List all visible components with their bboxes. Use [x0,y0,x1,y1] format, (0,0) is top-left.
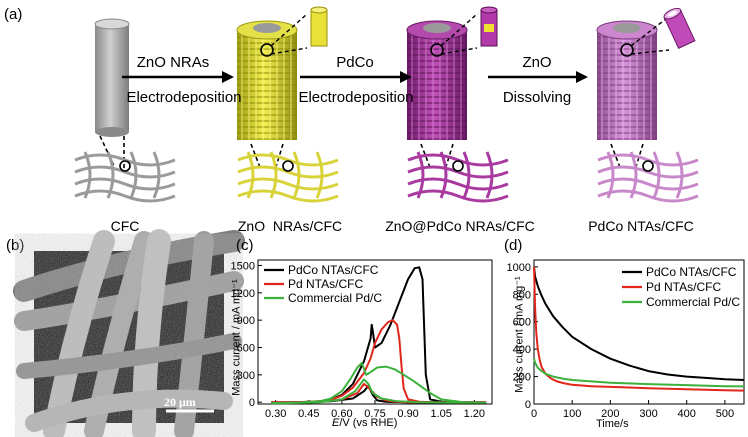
panel-d-tag: (d) [504,237,523,254]
ca-chart-legend-label: Pd NTAs/CFC [646,280,721,294]
zno-mesh [237,151,339,203]
ca-chart-ytick-label: 800 [513,289,531,301]
ca-chart: 0 100 200 300 400 500 0 200 400 600 800 1000 PdCo NT… [507,259,745,420]
zno-nanorod-illustration [236,6,328,171]
cv-chart-xlabel: E/V (vs RHE) [332,417,398,429]
cv-chart-series-line-2 [271,319,487,404]
pdco-mesh [597,151,699,203]
sem-micrograph [13,229,245,437]
cv-chart-ytick-label: 1500 [231,260,255,272]
ca-chart-ylabel: Mass current / mA mg⁻¹ [513,276,526,393]
ca-chart-series-line-2 [533,266,745,392]
ca-chart-series-line-3 [533,358,745,388]
ca-chart-frame [533,259,745,405]
ca-chart-series-line-1 [533,266,745,381]
zno-pdco-nanorod-illustration [406,6,498,171]
step-1-method: Electrodeposition [126,89,242,106]
cv-chart-xtick-label: 0.75 [364,408,385,420]
cv-chart-xtick-label: 0.60 [331,408,352,420]
panel-b-tag: (b) [6,237,25,254]
cv-chart-legend-label: Commercial Pd/C [288,291,382,305]
stage-label-zno: ZnO NRAs/CFC [237,218,343,234]
ca-chart-xtick-label: 200 [601,408,619,420]
cv-chart-ytick-label: 300 [237,370,255,382]
step-3-method: Dissolving [502,89,572,106]
cv-chart-xtick-label: 0.45 [298,408,319,420]
cv-chart-ytick-label: 1200 [231,288,255,300]
ca-chart-xtick-label: 300 [639,408,657,420]
cv-chart-ytick-label: 600 [237,342,255,354]
step-2-method: Electrodeposition [298,89,414,106]
ca-chart-ytick-label: 1000 [507,262,531,274]
cv-chart-ytick-label: 900 [237,315,255,327]
step-3-reagent: ZnO [522,54,552,71]
ca-chart-xtick-label: 0 [531,408,537,420]
cv-chart-xtick-label: 0.90 [397,408,418,420]
ca-chart-ytick-label: 0 [525,399,531,411]
ca-chart-xtick-label: 400 [678,408,696,420]
panel-c-tag: (c) [236,237,254,254]
pdco-nanotube-illustration [596,7,696,171]
cv-chart-xtick-label: 0.30 [265,408,286,420]
cv-chart-series-line-3 [271,362,487,405]
stage-label-pdco: PdCo NTAs/CFC [588,218,694,234]
ca-chart-ytick-label: 600 [513,317,531,329]
arrow-icon [300,71,412,83]
stage-label-zno-pdco: ZnO@PdCo NRAs/CFC [385,218,535,234]
ca-chart-legend-label: Commercial Pd/C [646,295,740,309]
cv-chart-xtick-label: 1.20 [464,408,485,420]
scale-bar-label: 20 μm [164,395,196,409]
cv-chart-ytick-label: 0 [249,397,255,409]
ca-chart-legend-label: PdCo NTAs/CFC [646,265,737,279]
ca-chart-xlabel: Time/s [596,418,629,430]
arrow-icon [488,71,588,83]
cv-chart-xtick-label: 1.05 [431,408,452,420]
step-1-reagent: ZnO NRAs [136,54,210,71]
cv-chart-ylabel: Mass current / mA mg⁻¹ [230,279,243,396]
stage-label-cfc: CFC [110,218,140,234]
ca-chart-xtick-label: 100 [563,408,581,420]
cv-chart-series-line-1 [271,266,487,404]
cfc-mesh [74,151,176,203]
step-2-reagent: PdCo [336,54,374,71]
ca-chart-ytick-label: 400 [513,344,531,356]
ca-chart-ytick-label: 200 [513,372,531,384]
cv-chart-legend-label: PdCo NTAs/CFC [288,263,379,277]
ca-chart-xtick-label: 500 [716,408,734,420]
cv-chart: 0.30 0.45 0.60 0.75 0.90 1.05 1.20 0 300 600 900 12… [231,259,493,420]
panel-a-tag: (a) [4,6,23,23]
zno-pdco-mesh [407,151,509,203]
arrow-icon [122,71,234,83]
cv-chart-legend-label: Pd NTAs/CFC [288,277,363,291]
